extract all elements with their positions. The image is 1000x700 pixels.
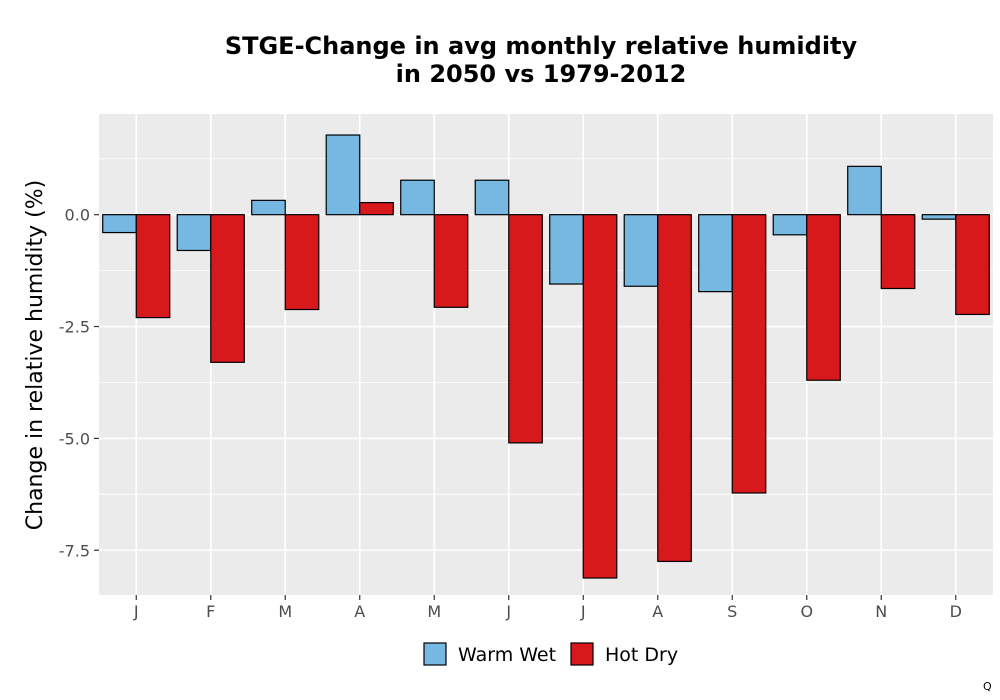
x-tick-label: O (800, 602, 813, 621)
bar-warm-wet (772, 214, 808, 236)
bar-hot-dry (806, 214, 841, 381)
grid-minor (99, 158, 993, 495)
chart-title-line: STGE-Change in avg monthly relative humi… (225, 32, 858, 60)
legend: Warm Wet Hot Dry (423, 642, 678, 666)
x-tick-label: F (206, 602, 215, 621)
bar-hot-dry (731, 214, 767, 494)
x-tick-label: M (278, 602, 292, 621)
legend-key-warm-wet (423, 642, 447, 666)
bar-hot-dry (582, 214, 618, 579)
bar-warm-wet (102, 214, 137, 234)
bar-warm-wet (921, 214, 957, 220)
bar-hot-dry (955, 214, 990, 316)
bar-warm-wet (251, 199, 286, 216)
x-tick-label: D (950, 602, 962, 621)
plot-panel (99, 114, 993, 595)
bar-warm-wet (474, 179, 510, 216)
chart-title: STGE-Change in avg monthly relative humi… (225, 32, 858, 88)
bar-hot-dry (657, 214, 692, 563)
y-tick-label: -5.0 (59, 429, 90, 448)
legend-label-warm-wet: Warm Wet (458, 644, 556, 666)
x-tick-label: A (354, 602, 365, 621)
bar-warm-wet (325, 134, 361, 216)
bar-hot-dry (880, 214, 916, 290)
corner-mark: Q (983, 680, 992, 693)
bar-warm-wet (176, 214, 212, 252)
x-tick-label: J (133, 602, 139, 621)
y-tick-label: -2.5 (59, 318, 90, 337)
x-tick-label: A (652, 602, 663, 621)
x-tick-label: J (505, 602, 511, 621)
y-axis-title: Change in relative humidity (%) (23, 180, 48, 530)
bar-hot-dry (433, 214, 469, 308)
legend-label-hot-dry: Hot Dry (605, 644, 678, 666)
bar-warm-wet (623, 214, 659, 287)
y-tick-label: 0.0 (65, 206, 90, 225)
bar-warm-wet (400, 179, 435, 216)
x-tick-label: M (427, 602, 441, 621)
bar-warm-wet (698, 214, 733, 293)
bar-hot-dry (135, 214, 171, 319)
y-tick-label: -7.5 (59, 541, 90, 560)
y-axis: 0.0 -2.5 -5.0 -7.5 (59, 206, 99, 560)
x-tick-label: S (727, 602, 737, 621)
chart-title-line: in 2050 vs 1979-2012 (396, 60, 687, 88)
x-tick-label: N (875, 602, 887, 621)
x-tick-label: J (580, 602, 586, 621)
bars (102, 134, 990, 579)
bar-warm-wet (549, 214, 584, 285)
bar-hot-dry (508, 214, 543, 444)
bar-warm-wet (847, 165, 882, 216)
bar-hot-dry (284, 214, 320, 311)
legend-key-hot-dry (570, 642, 594, 666)
bar-hot-dry (210, 214, 245, 363)
bar-hot-dry (359, 201, 394, 216)
